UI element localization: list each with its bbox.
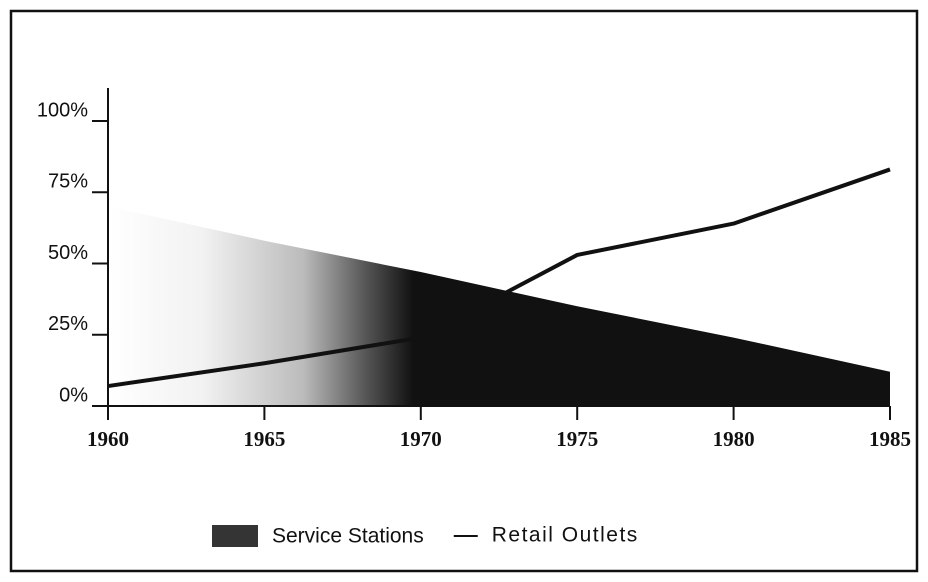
x-tick-label: 1960 [87, 427, 129, 451]
y-tick-label: 50% [48, 242, 88, 264]
y-tick-label: 75% [48, 171, 88, 193]
legend-label: Service Stations [272, 525, 424, 548]
x-tick-label: 1965 [243, 427, 285, 451]
x-tick-label: 1975 [556, 427, 598, 451]
y-tick-label: 0% [59, 384, 88, 406]
x-tick-label: 1985 [869, 427, 911, 451]
area [108, 206, 890, 406]
frame [9, 9, 919, 573]
line [107, 167, 891, 389]
legend-swatch [212, 525, 258, 547]
legend-label: Retail Outlets [492, 524, 639, 547]
x-tick-label: 1970 [400, 427, 442, 451]
y-tick-label: 100% [37, 99, 88, 121]
legend: Service Stations Retail Outlets [212, 524, 639, 548]
x-tick-label: 1980 [713, 427, 755, 451]
y-tick-label: 25% [48, 313, 88, 335]
plot: 0% 25% 50% 75% 100% 1960 1965 1970 1975 1980 1985 [37, 88, 911, 451]
